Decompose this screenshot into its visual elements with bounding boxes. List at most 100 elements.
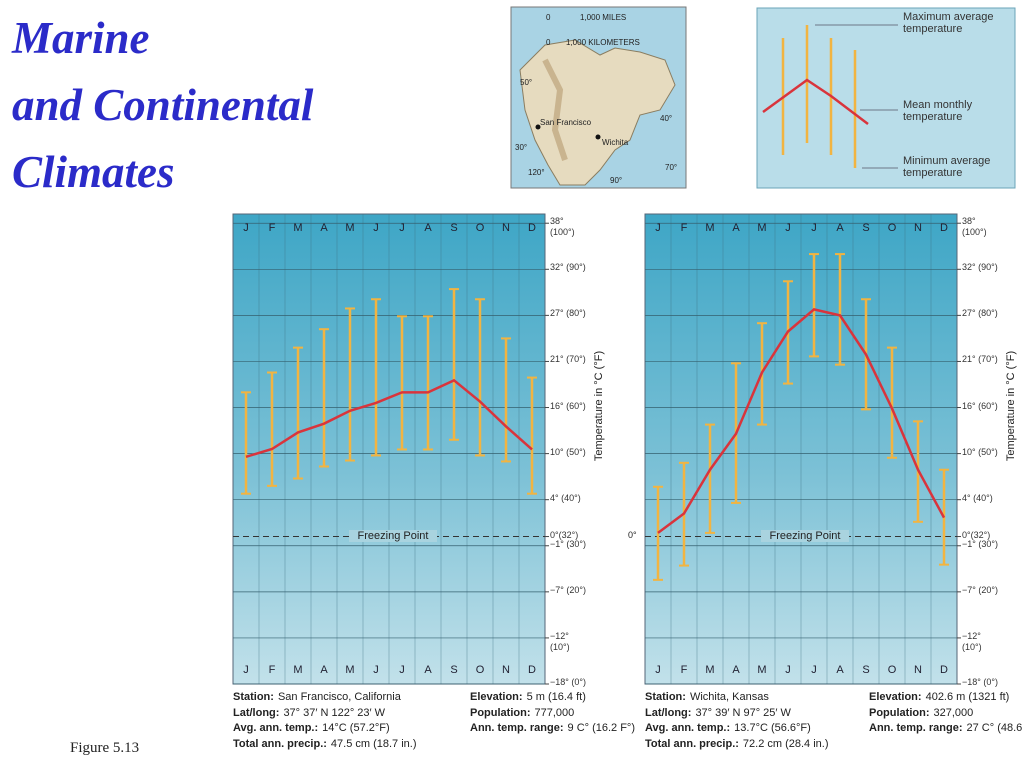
station-value: 327,000 [933, 706, 974, 719]
station-row: Avg. ann. temp.: 14°C (57.2°F) [233, 722, 390, 734]
map-label: 30° [515, 143, 528, 152]
x-tick-label: N [502, 664, 510, 676]
station-row: Total ann. precip.: 72.2 cm (28.4 in.) [645, 738, 829, 750]
x-tick-label: A [732, 664, 740, 676]
legend-diagram [756, 7, 1016, 189]
map-label: 0 [546, 38, 551, 47]
chart [644, 213, 961, 685]
map-label: 1,000 MILES [580, 13, 627, 22]
x-tick-label: D [528, 664, 536, 676]
x-tick-label: M [345, 664, 355, 676]
x-tick-label: F [268, 664, 276, 676]
x-tick-label: N [914, 222, 922, 234]
x-tick-label: O [475, 664, 485, 676]
y-tick-label: −12° (10°) [962, 630, 982, 652]
station-value: 13.7°C (56.6°F) [734, 722, 811, 734]
x-tick-label: S [862, 664, 870, 676]
y-tick-label: −1° (30°) [962, 538, 998, 549]
map-mountains [542, 58, 568, 161]
legend-label: Maximum average temperature [903, 11, 994, 35]
station-field: Station: [233, 691, 274, 703]
y-tick-label: 27° (80°) [962, 308, 998, 319]
y-tick-label: 4° (40°) [962, 492, 993, 503]
y-tick-label: 10° (50°) [962, 446, 998, 457]
station-value: 37° 37′ N 122° 23′ W [283, 706, 386, 719]
x-tick-label: A [836, 664, 844, 676]
title-line: Marine [12, 13, 150, 63]
x-tick-label: M [705, 222, 715, 234]
station-field: Ann. temp. range: [470, 722, 564, 734]
title-line: Climates [12, 147, 175, 197]
x-tick-label: O [887, 222, 897, 234]
station-field: Avg. ann. temp.: [233, 722, 319, 734]
x-tick-label: A [320, 222, 328, 234]
x-tick-label: J [243, 222, 249, 234]
y-axis-title: Temperature in °C (°F) [593, 350, 605, 462]
x-tick-label: M [757, 664, 767, 676]
map-city [535, 124, 541, 130]
x-tick-label: J [399, 222, 405, 234]
x-tick-label: S [450, 222, 458, 234]
y-tick-label: −18° (0°) [962, 677, 998, 687]
station-value: 14°C (57.2°F) [322, 722, 390, 734]
x-tick-label: S [862, 222, 870, 234]
x-tick-label: D [940, 222, 948, 234]
x-tick-label: D [940, 664, 948, 676]
station-field: Avg. ann. temp.: [645, 722, 731, 734]
x-tick-label: J [811, 222, 817, 234]
y-tick-label: 27° (80°) [550, 308, 586, 319]
x-tick-label: J [655, 664, 661, 676]
y-tick-label: 21° (70°) [962, 354, 998, 365]
x-tick-label: J [243, 664, 249, 676]
station-row: Elevation: 5 m (16.4 ft) [470, 691, 586, 703]
station-value: 37° 39′ N 97° 25′ W [695, 706, 791, 719]
legend-label: Minimum average temperature [903, 155, 991, 179]
station-field: Population: [869, 706, 930, 719]
x-tick-label: S [450, 664, 458, 676]
station-row: Station: Wichita, Kansas [645, 691, 769, 703]
x-tick-label: M [345, 222, 355, 234]
map-label: 1,000 KILOMETERS [566, 38, 640, 47]
x-tick-label: F [680, 222, 688, 234]
map-label: 0 [546, 13, 551, 22]
title-line: and Continental [12, 80, 314, 130]
station-row: Total ann. precip.: 47.5 cm (18.7 in.) [233, 738, 417, 750]
legend-label: Mean monthly temperature [903, 99, 973, 123]
mean-line [657, 308, 946, 534]
x-tick-label: A [320, 664, 328, 676]
map-label: 50° [520, 78, 533, 87]
x-tick-label: F [680, 664, 688, 676]
y-tick-label: 0°(32°) [550, 529, 579, 540]
station-value: 777,000 [534, 706, 575, 719]
y-tick-label: 32° (90°) [550, 262, 586, 273]
station-value: 72.2 cm (28.4 in.) [742, 737, 829, 750]
y-tick-label: 0°(32°) [962, 529, 991, 540]
figure-caption: Figure 5.13 [70, 740, 140, 756]
mean-line [245, 378, 533, 459]
station-field: Ann. temp. range: [869, 722, 963, 734]
x-tick-label: A [732, 222, 740, 234]
station-row: Elevation: 402.6 m (1321 ft) [869, 691, 1009, 703]
x-tick-label: J [785, 222, 791, 234]
y-tick-label: 38° (100°) [550, 216, 575, 238]
station-field: Population: [470, 706, 531, 719]
x-tick-label: A [424, 664, 432, 676]
y-tick-label: −12° (10°) [550, 630, 570, 652]
map-city [595, 134, 601, 140]
station-row: Lat/long: 37° 37′ N 122° 23′ W [233, 707, 385, 719]
station-value: 5 m (16.4 ft) [526, 691, 586, 703]
map-label: 40° [660, 114, 673, 123]
x-tick-label: J [399, 664, 405, 676]
y-tick-label: −18° (0°) [550, 677, 586, 687]
x-tick-label: M [705, 664, 715, 676]
station-value: 9 C° (16.2 F°) [567, 722, 635, 734]
station-row: Population: 777,000 [470, 707, 574, 719]
y-tick-label: 16° (60°) [550, 400, 586, 411]
x-tick-label: F [268, 222, 276, 234]
y-tick-label: −1° (30°) [550, 538, 586, 549]
x-tick-label: J [811, 664, 817, 676]
x-tick-label: J [373, 664, 379, 676]
y-tick-label: 38° (100°) [962, 216, 987, 238]
y-tick-label: 32° (90°) [962, 262, 998, 273]
